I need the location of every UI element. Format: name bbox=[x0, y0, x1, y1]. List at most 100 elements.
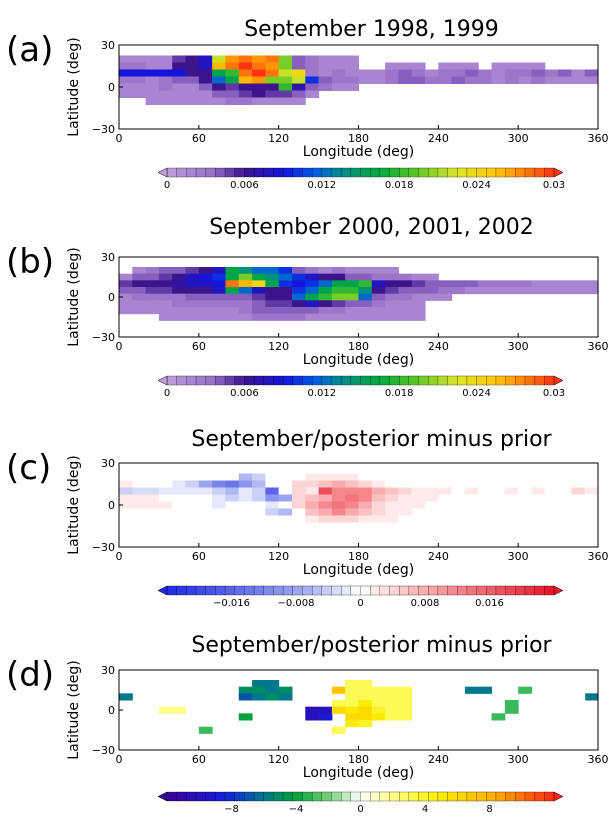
heatmap-cell bbox=[531, 515, 546, 523]
x-tick-label: 180 bbox=[348, 340, 369, 353]
heatmap-cell bbox=[185, 273, 200, 281]
heatmap-cell bbox=[238, 515, 253, 523]
x-tick-label: 180 bbox=[348, 550, 369, 563]
colorbar-bin bbox=[224, 791, 236, 802]
colorbar-bin bbox=[340, 791, 352, 802]
heatmap-cell bbox=[571, 480, 586, 488]
heatmap-cell bbox=[278, 267, 293, 275]
heatmap-cell bbox=[185, 515, 200, 523]
heatmap-cell bbox=[145, 307, 160, 315]
heatmap-cell bbox=[571, 69, 586, 77]
colorbar-bin bbox=[215, 585, 226, 596]
heatmap-cell bbox=[158, 69, 173, 77]
heatmap-cell bbox=[212, 307, 226, 315]
heatmap-cell bbox=[252, 97, 266, 105]
heatmap-cell bbox=[385, 62, 399, 70]
heatmap-cell bbox=[358, 680, 373, 688]
x-tick-label: 240 bbox=[428, 550, 449, 563]
heatmap-cell bbox=[305, 267, 320, 275]
heatmap-cell bbox=[132, 501, 147, 509]
heatmap-cell bbox=[185, 287, 200, 295]
heatmap-cell bbox=[571, 693, 586, 701]
colorbar-bin bbox=[292, 375, 303, 386]
colorbar-bin bbox=[263, 375, 274, 386]
colorbar-bin bbox=[311, 167, 323, 178]
heatmap-cell bbox=[278, 515, 293, 523]
colorbar-bin bbox=[292, 585, 303, 596]
heatmap-cell bbox=[425, 69, 439, 77]
heatmap-cell bbox=[318, 515, 333, 523]
heatmap-cell bbox=[145, 69, 160, 77]
colorbar-bin bbox=[302, 585, 313, 596]
heatmap-cell bbox=[198, 83, 213, 91]
heatmap-cell bbox=[571, 287, 586, 295]
heatmap-cell bbox=[172, 83, 187, 91]
heatmap-cell bbox=[145, 515, 160, 523]
heatmap-cell bbox=[185, 487, 200, 495]
heatmap-cell bbox=[132, 480, 147, 488]
heatmap-cell bbox=[225, 287, 240, 295]
heatmap-cell bbox=[371, 480, 386, 488]
x-tick-label: 60 bbox=[192, 132, 206, 145]
heatmap-cell bbox=[358, 473, 373, 481]
colorbar-bin bbox=[282, 375, 294, 386]
heatmap-cell bbox=[518, 522, 532, 530]
colorbar-bin bbox=[476, 167, 487, 178]
heatmap-cell bbox=[584, 473, 599, 481]
colorbar-bin bbox=[340, 167, 352, 178]
colorbar-bin bbox=[428, 375, 439, 386]
heatmap-cell bbox=[119, 83, 133, 91]
x-axis-label: Longitude (deg) bbox=[303, 562, 414, 578]
heatmap-cell bbox=[172, 62, 187, 70]
heatmap-cell bbox=[145, 267, 160, 275]
colorbar: 0 0.006 0.012 0.018 0.024 0.03 bbox=[157, 375, 565, 399]
heatmap-cell bbox=[584, 515, 599, 523]
y-tick-label: 0 bbox=[108, 291, 115, 304]
colorbar-bin bbox=[418, 791, 429, 802]
colorbar-bin bbox=[350, 585, 361, 596]
heatmap-cell bbox=[252, 76, 266, 84]
heatmap-cell bbox=[464, 686, 479, 694]
heatmap-cell bbox=[518, 287, 532, 295]
heatmap-cell bbox=[145, 501, 160, 509]
x-tick-label: 120 bbox=[268, 132, 289, 145]
colorbar-bin bbox=[389, 167, 400, 178]
heatmap-cell bbox=[491, 713, 506, 721]
heatmap-cell bbox=[411, 287, 426, 295]
heatmap-cell bbox=[172, 494, 187, 502]
y-tick-label: −30 bbox=[92, 331, 115, 344]
colorbar-bin bbox=[447, 791, 458, 802]
heatmap-cell bbox=[132, 62, 147, 70]
heatmap-cell bbox=[278, 97, 293, 105]
heatmap-cell bbox=[544, 473, 559, 481]
colorbar-bin bbox=[360, 585, 371, 596]
heatmap-cell bbox=[438, 69, 453, 77]
heatmap-cell bbox=[371, 293, 386, 301]
heatmap-cell bbox=[491, 501, 506, 509]
heatmap-cell bbox=[318, 473, 333, 481]
heatmap-cell bbox=[278, 473, 293, 481]
heatmap-cell bbox=[198, 267, 213, 275]
heatmap-cell bbox=[185, 97, 200, 105]
colorbar-bin bbox=[166, 375, 178, 386]
heatmap-cell bbox=[358, 487, 373, 495]
heatmap-cell bbox=[398, 62, 413, 70]
heatmap-cell bbox=[318, 83, 333, 91]
heatmap-cell bbox=[132, 273, 147, 281]
heatmap-cell bbox=[371, 713, 386, 721]
colorbar-bin bbox=[321, 585, 332, 596]
colorbar-bin bbox=[524, 791, 536, 802]
heatmap-cell bbox=[198, 69, 213, 77]
heatmap-cell bbox=[172, 307, 187, 315]
heatmap-cell bbox=[305, 273, 320, 281]
heatmap-cell bbox=[504, 69, 519, 77]
x-axis-label: Longitude (deg) bbox=[303, 352, 414, 368]
x-tick-label: 360 bbox=[588, 132, 609, 145]
heatmap-cell bbox=[371, 693, 386, 701]
heatmap-cell bbox=[478, 287, 493, 295]
heatmap-cell bbox=[518, 508, 532, 516]
heatmap-cell bbox=[252, 273, 266, 281]
heatmap-cell bbox=[425, 273, 439, 281]
heatmap-cell bbox=[478, 480, 493, 488]
colorbar-bin bbox=[186, 167, 197, 178]
